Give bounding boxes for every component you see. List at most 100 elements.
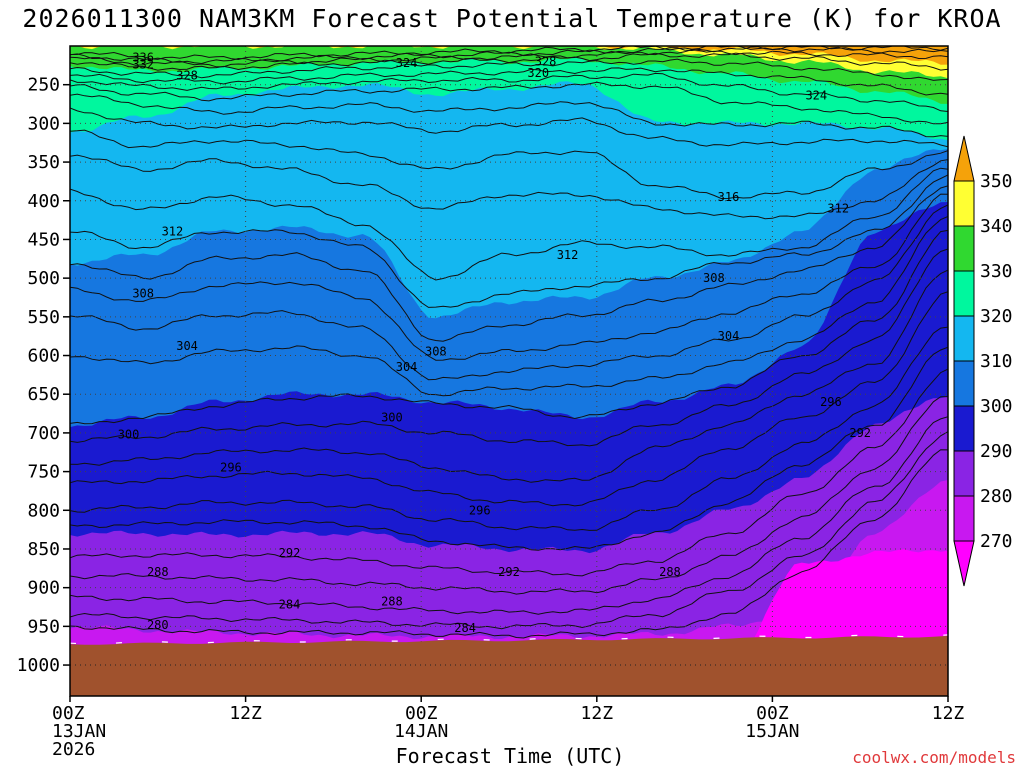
x-tick-label-0: 00Z: [52, 703, 85, 724]
contour-line-332: [70, 49, 948, 68]
contour-label-288: 288: [147, 565, 169, 579]
contour-label-304: 304: [718, 329, 740, 343]
x-tick-date-24: 14JAN: [394, 721, 448, 742]
colorbar-segment: [953, 450, 975, 497]
contour-label-288: 288: [659, 565, 681, 579]
colorbar: 350 340 330 320 310 300 290 280 270: [953, 135, 1013, 587]
x-tick-year-0: 2026: [52, 739, 95, 760]
x-tick-date-48: 15JAN: [745, 721, 799, 742]
chart-title: 2026011300 NAM3KM Forecast Potential Tem…: [22, 4, 1002, 33]
contour-label-308: 308: [132, 287, 154, 301]
plot-frame: [69, 45, 949, 697]
x-tick-date-0: 13JAN: [52, 721, 106, 742]
contour-line-302: [70, 215, 948, 397]
y-tick-label-1000: 1000: [17, 655, 60, 676]
contour-line-300: [70, 229, 948, 425]
contour-line-290: [70, 346, 948, 551]
contour-line-314: [70, 154, 948, 220]
contour-line-324: [70, 72, 948, 112]
contour-label-332: 332: [132, 58, 154, 72]
contour-line-282: [70, 431, 948, 630]
band-280: [70, 396, 948, 696]
x-axis-label: Forecast Time (UTC): [395, 744, 625, 768]
contour-line-280: [70, 449, 948, 639]
y-tick-label-400: 400: [27, 191, 60, 212]
contour-line-288: [70, 368, 948, 577]
y-tick-label-300: 300: [27, 113, 60, 134]
contour-line-334: [70, 46, 948, 65]
source-credit: coolwx.com/models: [852, 748, 1016, 767]
colorbar-label-270: 270: [980, 531, 1013, 552]
contour-line-294: [70, 291, 948, 507]
contour-line-296: [70, 269, 948, 483]
terrain-surface: [70, 635, 948, 696]
contour-line-284: [70, 416, 948, 615]
contour-label-308: 308: [703, 271, 725, 285]
x-tick-label-60: 12Z: [932, 703, 965, 724]
contour-line-322: [70, 81, 948, 125]
colorbar-label-290: 290: [980, 441, 1013, 462]
y-tick-label-350: 350: [27, 152, 60, 173]
filled-contour-bands: [70, 46, 948, 696]
contour-label-324: 324: [805, 89, 827, 103]
contour-line-328: [70, 58, 948, 81]
contour-line-336: [70, 46, 948, 61]
colorbar-bottom-triangle: [953, 540, 975, 587]
contour-labels: 3363323243283283203243163123123123083083…: [118, 51, 871, 635]
contour-line-318: [70, 107, 948, 148]
x-tick-label-36: 12Z: [581, 703, 614, 724]
contour-label-328: 328: [535, 54, 557, 68]
contour-label-296: 296: [820, 395, 842, 409]
y-tick-label-950: 950: [27, 616, 60, 637]
contour-label-312: 312: [557, 248, 579, 262]
y-tick-label-650: 650: [27, 384, 60, 405]
contour-label-284: 284: [454, 621, 476, 635]
contour-label-304: 304: [176, 339, 198, 353]
contour-line-320: [70, 93, 948, 138]
y-tick-label-750: 750: [27, 462, 60, 483]
contour-label-300: 300: [381, 410, 403, 424]
y-tick-label-550: 550: [27, 307, 60, 328]
contour-line-326: [70, 67, 948, 96]
contour-line-308: [70, 185, 948, 342]
y-tick-label-850: 850: [27, 539, 60, 560]
colorbar-label-320: 320: [980, 306, 1013, 327]
colorbar-segment: [953, 180, 975, 227]
y-tick-label-900: 900: [27, 578, 60, 599]
contour-label-308: 308: [425, 345, 447, 359]
colorbar-label-350: 350: [980, 171, 1013, 192]
contour-label-284: 284: [279, 598, 301, 612]
colorbar-segment: [953, 225, 975, 272]
colorbar-segment: [953, 360, 975, 407]
contour-line-316: [70, 129, 948, 200]
x-tick-label-48: 00Z: [756, 703, 789, 724]
colorbar-segment: [953, 405, 975, 452]
colorbar-segment: [953, 270, 975, 317]
contour-label-292: 292: [498, 565, 520, 579]
y-tick-label-450: 450: [27, 229, 60, 250]
contour-line-306: [70, 193, 948, 361]
gridlines: [70, 46, 948, 696]
contour-label-300: 300: [118, 427, 140, 441]
terrain-fill: [70, 634, 948, 696]
contour-label-292: 292: [849, 426, 871, 440]
y-tick-label-250: 250: [27, 75, 60, 96]
y-tick-label-500: 500: [27, 268, 60, 289]
colorbar-top-triangle: [953, 135, 975, 182]
x-tick-label-12: 12Z: [229, 703, 262, 724]
contour-line-286: [70, 396, 948, 595]
y-tick-label-800: 800: [27, 500, 60, 521]
colorbar-label-300: 300: [980, 396, 1013, 417]
colorbar-segment: [953, 315, 975, 362]
contour-label-312: 312: [827, 202, 849, 216]
y-tick-label-700: 700: [27, 423, 60, 444]
colorbar-label-280: 280: [980, 486, 1013, 507]
contour-label-280: 280: [147, 618, 169, 632]
contour-label-288: 288: [381, 595, 403, 609]
contour-line-298: [70, 248, 948, 447]
y-tick-label-600: 600: [27, 346, 60, 367]
contour-line-304: [70, 204, 948, 381]
contour-label-336: 336: [132, 51, 154, 65]
contour-label-304: 304: [396, 360, 418, 374]
